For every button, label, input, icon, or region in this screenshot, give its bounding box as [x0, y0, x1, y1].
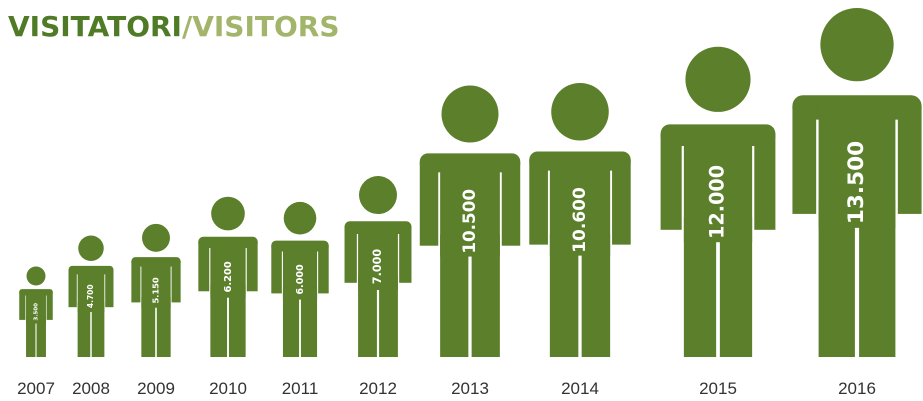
figure-head	[441, 85, 499, 143]
figure-head	[551, 82, 609, 141]
x-tick-label: 2013	[451, 379, 489, 398]
figure-leg	[26, 316, 36, 357]
figure-leg	[210, 284, 228, 357]
person-figure	[344, 176, 412, 357]
figure-arm	[105, 269, 114, 308]
person-figure	[131, 223, 181, 357]
x-tick-label: 2010	[209, 379, 247, 398]
figure-leg	[859, 199, 896, 357]
figure-leg	[581, 233, 611, 357]
figure-leg	[471, 234, 500, 357]
value-label: 7.000	[371, 249, 384, 285]
figure-arm	[198, 241, 210, 292]
value-label: 10.600	[570, 187, 590, 253]
value-label: 6.000	[295, 264, 306, 295]
figure-arm	[131, 261, 141, 303]
figure-arm	[399, 226, 412, 283]
person-figure	[419, 85, 521, 357]
figure-head	[283, 201, 317, 235]
figure-leg	[358, 275, 377, 357]
person-figure	[68, 235, 114, 357]
figure-leg	[36, 316, 46, 357]
figure-leg	[440, 234, 469, 357]
figure-arm	[19, 291, 26, 320]
title-part: /VISITORS	[182, 10, 340, 43]
figure-arm	[792, 105, 817, 214]
figure-leg	[156, 297, 171, 357]
value-label: 6.200	[223, 261, 234, 292]
figure-leg	[719, 217, 753, 357]
x-tick-label: 2008	[72, 379, 110, 398]
value-label: 12.000	[706, 165, 729, 239]
figure-arm	[529, 159, 548, 245]
x-tick-label: 2009	[137, 379, 175, 398]
figure-arm	[171, 261, 181, 303]
figure-arm	[897, 105, 922, 214]
person-figure	[792, 8, 922, 357]
person-figure	[660, 46, 776, 357]
figure-leg	[683, 217, 717, 357]
value-label: 13.500	[844, 141, 869, 224]
figure-leg	[282, 287, 300, 357]
figure-leg	[379, 275, 398, 357]
figure-head	[142, 223, 170, 252]
figure-head	[26, 266, 46, 286]
x-tick-label: 2007	[17, 379, 55, 398]
figure-torso	[26, 291, 46, 324]
figure-arm	[501, 161, 521, 246]
person-figure	[198, 196, 258, 357]
figure-arm	[318, 245, 329, 294]
figure-head	[78, 235, 104, 262]
x-tick-label: 2011	[282, 379, 319, 398]
value-label: 3.500	[34, 303, 40, 321]
figure-leg	[141, 297, 156, 357]
figure-leg	[549, 233, 579, 357]
x-tick-label: 2014	[561, 379, 599, 398]
figure-leg	[300, 287, 318, 357]
figure-arm	[68, 269, 77, 308]
person-figure	[19, 266, 53, 357]
value-label: 10.500	[459, 189, 479, 254]
figure-head	[211, 196, 245, 231]
figure-arm	[612, 159, 631, 245]
figure-head	[358, 176, 398, 215]
x-tick-label: 2016	[838, 379, 876, 398]
figure-arm	[246, 241, 258, 292]
title-part: VISITATORI	[8, 10, 182, 43]
figure-arm	[344, 226, 357, 283]
figure-arm	[660, 133, 682, 230]
figure-leg	[91, 302, 105, 357]
figure-leg	[228, 284, 246, 357]
figure-leg	[818, 199, 855, 357]
value-label: 5.150	[151, 277, 161, 303]
figure-arm	[271, 245, 282, 294]
chart-title: VISITATORI/VISITORS	[8, 10, 340, 43]
x-tick-label: 2012	[359, 379, 397, 398]
figure-arm	[419, 161, 439, 246]
figure-arm	[46, 291, 53, 320]
value-label: 4.700	[86, 284, 95, 308]
person-figure	[529, 82, 631, 357]
figure-head	[820, 8, 894, 82]
x-tick-label: 2015	[699, 379, 737, 398]
figure-head	[685, 46, 751, 112]
figure-leg	[77, 302, 91, 357]
figure-arm	[754, 133, 776, 230]
person-figure	[271, 201, 329, 357]
